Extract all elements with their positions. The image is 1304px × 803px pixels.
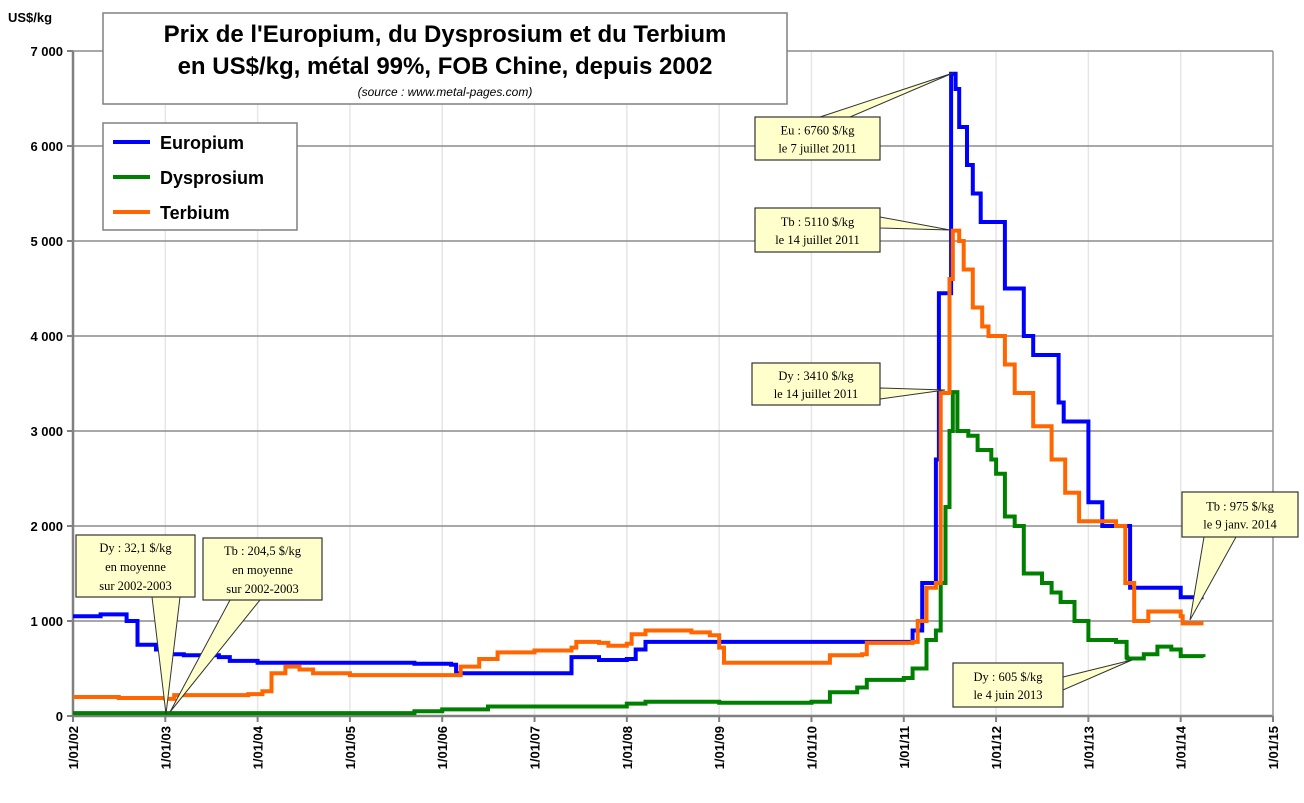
callout-dy-avg: Dy : 32,1 $/kg en moyenne sur 2002-2003 xyxy=(75,534,196,715)
y-axis-label: US$/kg xyxy=(8,10,52,25)
x-tick-label: 1/01/13 xyxy=(1081,726,1096,769)
callout-text: sur 2002-2003 xyxy=(226,582,299,596)
callout-pointer xyxy=(879,387,946,400)
svg-text:Terbium: Terbium xyxy=(160,203,230,223)
y-tick-label: 3 000 xyxy=(30,424,63,439)
callout-text: sur 2002-2003 xyxy=(99,579,172,593)
x-axis: 1/01/02 1/01/03 1/01/04 1/01/05 1/01/06 1/01/… xyxy=(66,716,1281,769)
x-tick-label: 1/01/05 xyxy=(343,726,358,769)
callout-dy-2013: Dy : 605 $/kg le 4 juin 2013 xyxy=(952,659,1133,708)
callout-text: Dy : 605 $/kg xyxy=(973,670,1043,684)
chart-title-line2: en US$/kg, métal 99%, FOB Chine, depuis … xyxy=(178,53,713,80)
y-axis: 0 1 000 2 000 3 000 4 000 5 000 6 000 7 000 xyxy=(30,44,73,724)
legend: Europium Dysprosium Terbium xyxy=(102,122,298,231)
callout-text: le 14 juillet 2011 xyxy=(775,233,860,247)
callout-text: en moyenne xyxy=(105,560,166,574)
callout-text: le 9 janv. 2014 xyxy=(1203,518,1277,532)
legend-item-europium: Europium xyxy=(113,133,244,153)
callout-text: Dy : 32,1 $/kg xyxy=(99,541,172,555)
legend-item-terbium: Terbium xyxy=(113,203,230,223)
x-tick-label: 1/01/14 xyxy=(1174,725,1189,769)
callout-pointer xyxy=(819,72,954,118)
callout-box xyxy=(202,537,323,601)
callout-pointer xyxy=(879,216,951,231)
x-tick-label: 1/01/03 xyxy=(158,726,173,769)
callout-text: Tb : 204,5 $/kg xyxy=(224,544,302,558)
annotations: Eu : 6760 $/kg le 7 juillet 2011 Tb : 5110… xyxy=(75,72,1299,715)
grid xyxy=(71,50,1274,718)
y-tick-label: 7 000 xyxy=(30,44,63,59)
legend-item-dysprosium: Dysprosium xyxy=(113,168,264,188)
callout-box xyxy=(952,662,1064,708)
callout-text: Tb : 5110 $/kg xyxy=(781,215,855,229)
y-tick-label: 4 000 xyxy=(30,329,63,344)
series-line-terbium xyxy=(73,228,1204,701)
callout-eu-peak: Eu : 6760 $/kg le 7 juillet 2011 xyxy=(754,72,954,161)
x-tick-label: 1/01/08 xyxy=(620,726,635,769)
title-box: Prix de l'Europium, du Dysprosium et du … xyxy=(102,12,788,105)
svg-text:Europium: Europium xyxy=(160,133,244,153)
y-tick-label: 0 xyxy=(56,709,63,724)
callout-text: en moyenne xyxy=(232,563,293,577)
callout-text: Dy : 3410 $/kg xyxy=(778,369,854,383)
series-line-dysprosium xyxy=(73,390,1206,716)
callout-box xyxy=(754,116,881,161)
x-tick-label: 1/01/11 xyxy=(897,726,912,769)
callout-tb-2014: Tb : 975 $/kg le 9 janv. 2014 xyxy=(1181,491,1299,621)
callout-text: Eu : 6760 $/kg xyxy=(781,124,856,138)
callout-box xyxy=(1181,491,1299,538)
callout-text: le 4 juin 2013 xyxy=(973,688,1042,702)
y-tick-label: 6 000 xyxy=(30,139,63,154)
svg-text:Dysprosium: Dysprosium xyxy=(160,168,264,188)
x-tick-label: 1/01/12 xyxy=(989,726,1004,769)
callout-text: le 14 juillet 2011 xyxy=(774,387,859,401)
x-tick-label: 1/01/15 xyxy=(1266,726,1281,769)
chart-title: Prix de l'Europium, du Dysprosium et du … xyxy=(164,21,727,48)
callout-text: le 7 juillet 2011 xyxy=(778,142,856,156)
y-tick-label: 2 000 xyxy=(30,519,63,534)
y-tick-label: 1 000 xyxy=(30,614,63,629)
x-tick-label: 1/01/04 xyxy=(251,725,266,769)
chart-subtitle: (source : www.metal-pages.com) xyxy=(358,85,533,99)
callout-box xyxy=(754,207,881,253)
callout-tb-avg: Tb : 204,5 $/kg en moyenne sur 2002-2003 xyxy=(169,537,323,713)
callout-text: Tb : 975 $/kg xyxy=(1206,500,1274,514)
callout-box xyxy=(75,534,196,598)
callout-dy-peak: Dy : 3410 $/kg le 14 juillet 2011 xyxy=(751,362,946,406)
x-tick-label: 1/01/06 xyxy=(435,726,450,769)
callout-pointer xyxy=(1062,659,1133,691)
y-tick-label: 5 000 xyxy=(30,234,63,249)
callout-pointer xyxy=(1189,536,1237,621)
x-tick-label: 1/01/07 xyxy=(528,726,543,769)
x-tick-label: 1/01/10 xyxy=(804,726,819,769)
x-tick-label: 1/01/02 xyxy=(66,726,81,769)
callout-box xyxy=(751,362,881,406)
x-tick-label: 1/01/09 xyxy=(712,726,727,769)
callout-tb-peak: Tb : 5110 $/kg le 14 juillet 2011 xyxy=(754,207,951,253)
